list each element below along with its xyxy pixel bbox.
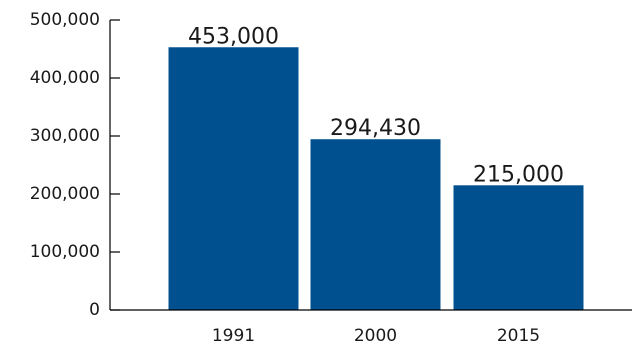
y-tick-label: 100,000 [30,242,100,262]
y-axis-ticks: 0 100,000 200,000 300,000 400,000 500,000 [30,10,120,320]
bar-1991 [168,47,299,310]
data-labels: 453,000 294,430 215,000 [188,24,564,187]
data-label-2015: 215,000 [473,162,564,187]
data-label-1991: 453,000 [188,24,279,49]
x-tick-label-2000: 2000 [354,326,397,346]
x-axis-labels: 1991 2000 2015 [212,326,540,346]
y-tick-label: 200,000 [30,184,100,204]
bars [168,47,584,310]
y-tick-label: 500,000 [30,10,100,30]
bar-2015 [453,185,584,310]
x-tick-label-1991: 1991 [212,326,255,346]
x-tick-label-2015: 2015 [497,326,540,346]
y-tick-label: 300,000 [30,126,100,146]
bar-2000 [310,139,441,310]
y-tick-label: 400,000 [30,68,100,88]
y-tick-label: 0 [89,300,100,320]
data-label-2000: 294,430 [330,116,421,141]
